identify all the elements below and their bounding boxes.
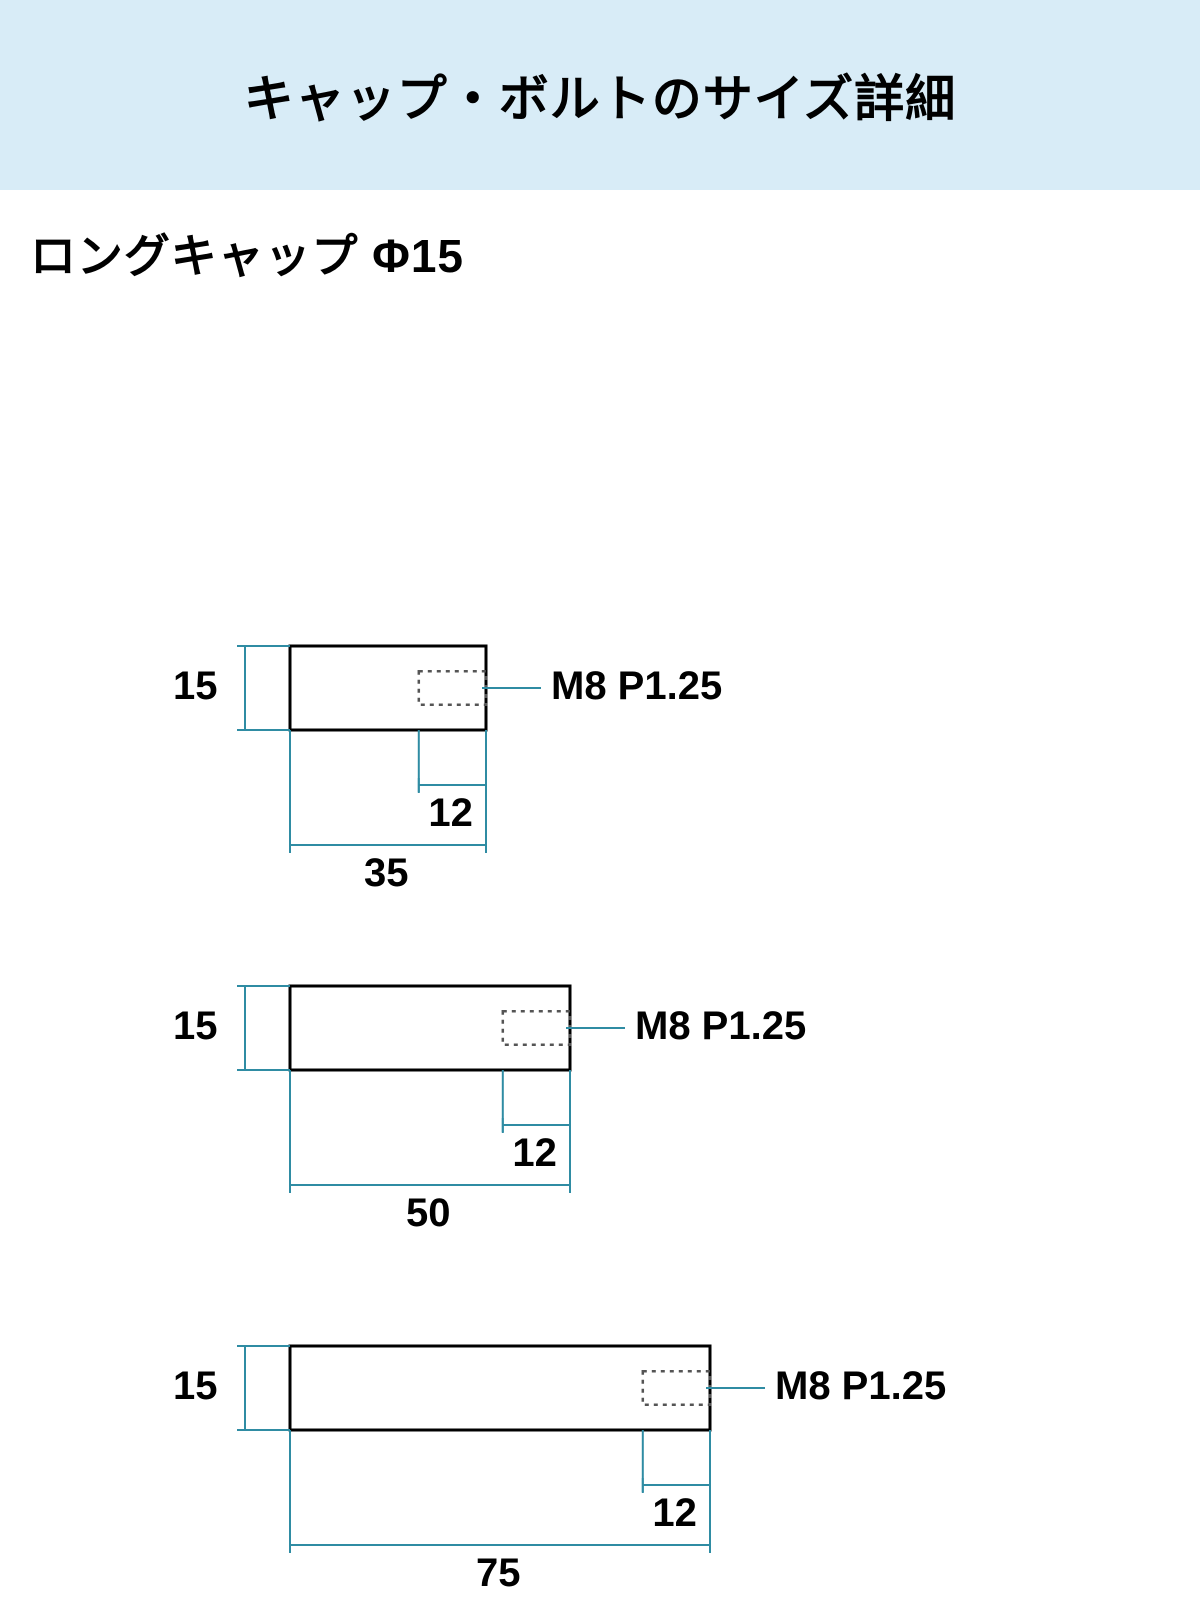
hole-depth-label: 12 <box>428 791 473 836</box>
thread-label: M8 P1.25 <box>775 1364 946 1409</box>
length-label: 75 <box>476 1551 521 1596</box>
subtitle: ロングキャップ Φ15 <box>30 220 1200 286</box>
hole-depth-label: 12 <box>512 1131 557 1176</box>
title-bar: キャップ・ボルトのサイズ詳細 <box>0 0 1200 190</box>
length-label: 50 <box>406 1191 451 1236</box>
hole-depth-label: 12 <box>652 1491 697 1536</box>
thread-label: M8 P1.25 <box>551 664 722 709</box>
length-label: 35 <box>364 851 409 896</box>
height-label: 15 <box>173 1364 218 1409</box>
height-label: 15 <box>173 664 218 709</box>
height-label: 15 <box>173 1004 218 1049</box>
thread-label: M8 P1.25 <box>635 1004 806 1049</box>
page-title: キャップ・ボルトのサイズ詳細 <box>244 59 957 131</box>
